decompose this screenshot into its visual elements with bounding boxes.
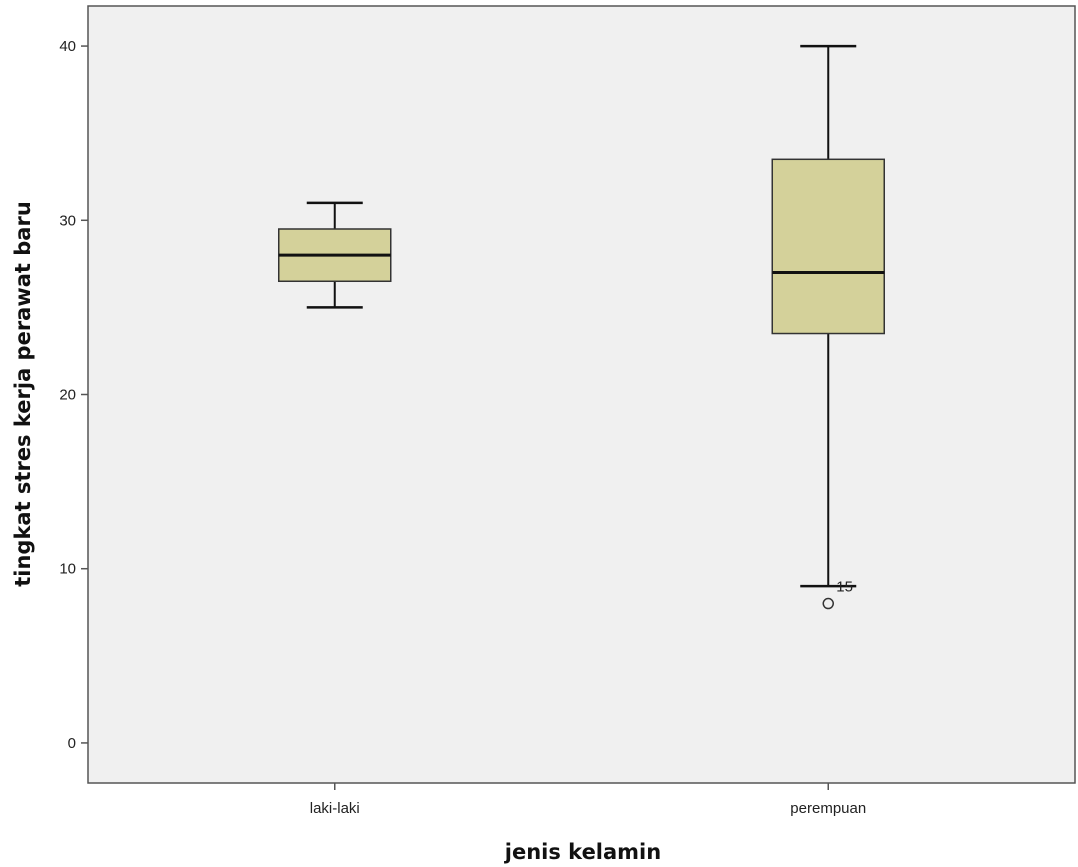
y-tick-label: 30 xyxy=(59,212,76,229)
x-tick-label: perempuan xyxy=(790,800,866,817)
x-axis: laki-laki perempuan xyxy=(310,783,866,817)
y-tick-label: 40 xyxy=(59,38,76,55)
y-tick-label: 10 xyxy=(59,561,76,578)
y-tick-label: 20 xyxy=(59,387,76,404)
plot-area xyxy=(87,5,1076,784)
y-axis: 0 10 20 30 40 xyxy=(59,38,88,752)
box-laki-laki xyxy=(278,201,392,309)
boxes: 15 xyxy=(278,44,885,610)
iqr-box xyxy=(771,158,885,335)
y-axis-title: tingkat stres kerja perawat baru xyxy=(11,201,35,587)
y-tick-label: 0 xyxy=(68,735,76,752)
outlier-label: 15 xyxy=(836,579,853,596)
x-axis-title: jenis kelamin xyxy=(504,840,661,864)
outlier-point xyxy=(822,597,834,610)
x-tick-label: laki-laki xyxy=(310,800,360,817)
box-perempuan: 15 xyxy=(771,44,885,610)
